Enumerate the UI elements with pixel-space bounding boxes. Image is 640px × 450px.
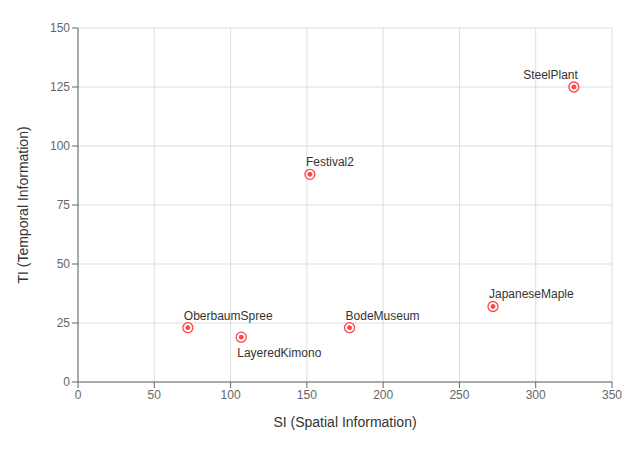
svg-text:350: 350: [602, 388, 622, 402]
svg-text:25: 25: [57, 316, 71, 330]
svg-text:0: 0: [63, 375, 70, 389]
svg-text:SI (Spatial Information): SI (Spatial Information): [273, 414, 416, 430]
svg-text:SteelPlant: SteelPlant: [523, 68, 578, 82]
svg-text:100: 100: [221, 388, 241, 402]
svg-text:200: 200: [373, 388, 393, 402]
svg-text:125: 125: [50, 80, 70, 94]
svg-text:300: 300: [526, 388, 546, 402]
svg-text:100: 100: [50, 139, 70, 153]
svg-text:0: 0: [75, 388, 82, 402]
svg-text:250: 250: [449, 388, 469, 402]
svg-text:JapaneseMaple: JapaneseMaple: [489, 287, 574, 301]
svg-text:Festival2: Festival2: [306, 155, 354, 169]
svg-text:LayeredKimono: LayeredKimono: [237, 346, 321, 360]
svg-text:50: 50: [148, 388, 162, 402]
svg-text:TI (Temporal Information): TI (Temporal Information): [15, 126, 31, 283]
svg-text:OberbaumSpree: OberbaumSpree: [184, 309, 273, 323]
svg-text:150: 150: [297, 388, 317, 402]
svg-text:50: 50: [57, 257, 71, 271]
svg-text:BodeMuseum: BodeMuseum: [346, 309, 420, 323]
svg-text:150: 150: [50, 21, 70, 35]
svg-text:75: 75: [57, 198, 71, 212]
